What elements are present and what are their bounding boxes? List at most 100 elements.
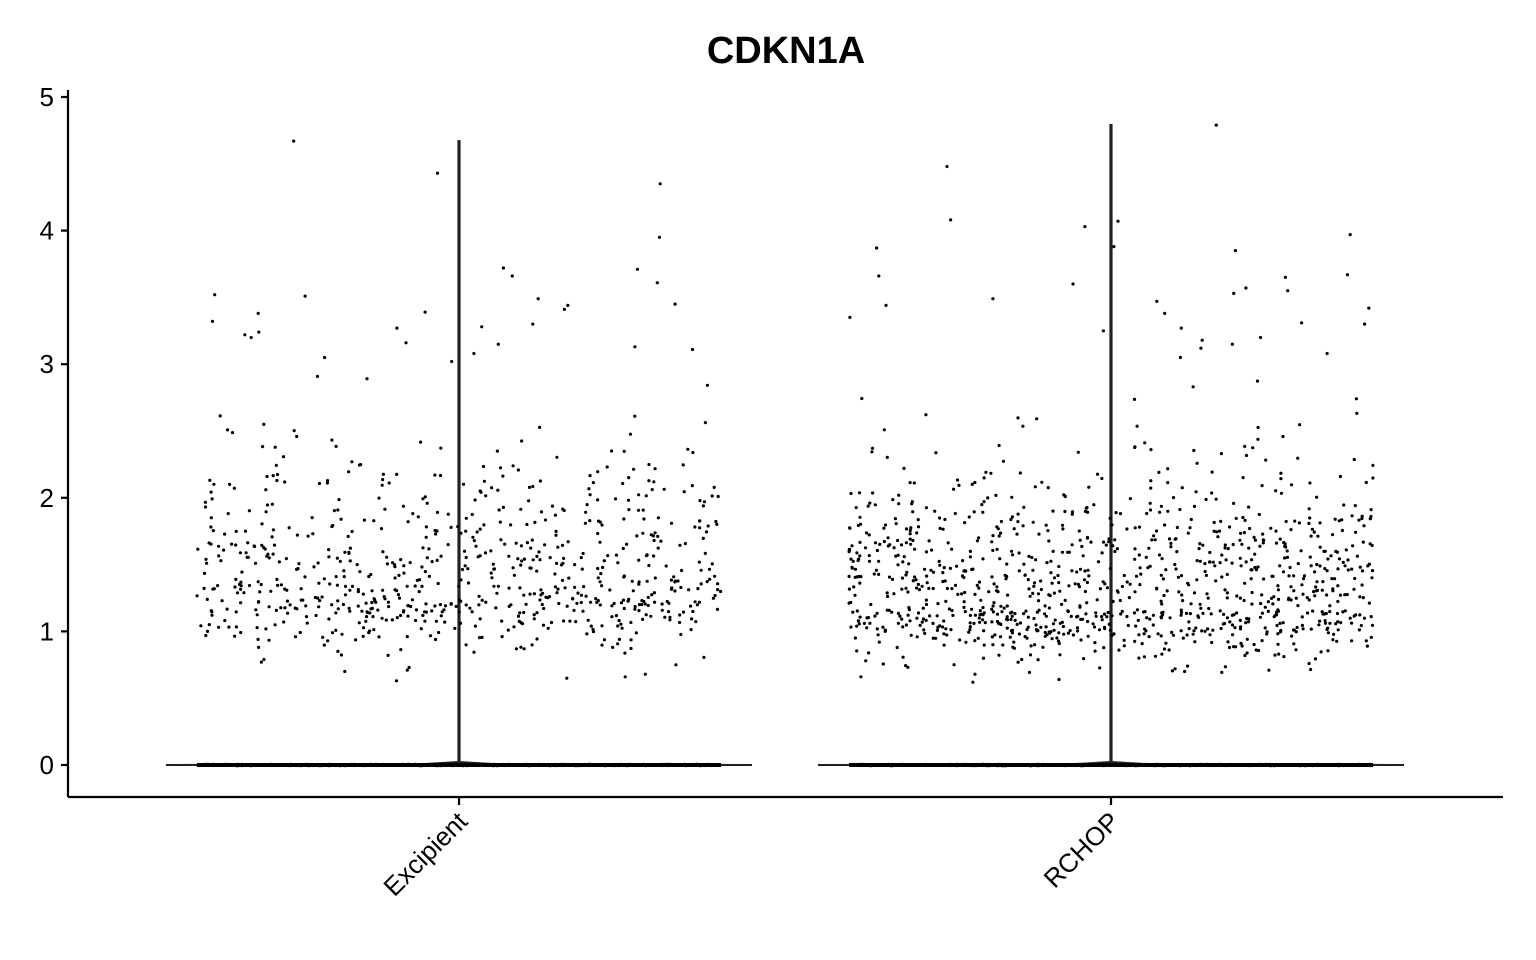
data-point	[1332, 632, 1336, 636]
data-point	[1186, 581, 1190, 585]
data-point	[628, 432, 633, 436]
data-point	[222, 548, 226, 552]
data-point	[548, 556, 552, 560]
data-point	[350, 460, 354, 464]
data-point	[643, 672, 647, 676]
data-point	[480, 325, 484, 329]
data-point	[1302, 577, 1306, 581]
data-point	[348, 559, 352, 563]
data-point	[443, 620, 447, 624]
data-point	[315, 374, 320, 378]
data-point	[1223, 546, 1227, 550]
data-point	[1063, 509, 1067, 514]
data-point	[506, 628, 510, 632]
data-point	[986, 496, 990, 500]
data-point	[401, 610, 406, 614]
data-point	[1075, 629, 1080, 633]
data-point	[860, 396, 864, 401]
data-point	[1358, 595, 1362, 599]
data-point	[409, 604, 413, 609]
data-point	[1108, 567, 1112, 571]
data-point	[863, 546, 868, 550]
data-point	[693, 600, 697, 604]
data-point	[1179, 326, 1183, 330]
data-point	[234, 529, 238, 534]
data-point	[852, 585, 856, 589]
data-point	[470, 512, 474, 517]
data-point	[1360, 583, 1364, 587]
data-point	[399, 558, 403, 562]
data-point	[1173, 562, 1177, 567]
data-point	[438, 473, 443, 478]
data-point	[405, 668, 409, 672]
data-point	[651, 534, 656, 538]
data-point	[904, 541, 909, 545]
data-point	[507, 586, 511, 590]
data-point	[247, 583, 252, 588]
data-point	[1211, 560, 1215, 564]
data-point	[1253, 552, 1257, 556]
data-point	[865, 626, 869, 630]
data-point	[1078, 538, 1082, 542]
data-point	[330, 438, 334, 442]
data-point	[911, 510, 915, 514]
data-point	[317, 581, 321, 585]
data-point	[1286, 597, 1291, 602]
data-point	[397, 573, 401, 578]
data-point	[647, 479, 651, 483]
data-point	[847, 601, 851, 605]
data-point	[642, 517, 646, 521]
data-point	[1367, 601, 1371, 605]
data-point	[243, 529, 248, 533]
data-point	[921, 606, 925, 610]
data-point	[281, 455, 286, 459]
data-point	[1002, 606, 1006, 610]
data-point	[941, 571, 945, 575]
data-point	[424, 535, 428, 539]
data-point	[1337, 557, 1341, 561]
data-point	[1157, 470, 1161, 474]
data-point	[1013, 618, 1017, 623]
data-point	[326, 639, 330, 643]
data-point	[381, 588, 385, 592]
data-point	[234, 610, 238, 614]
data-point	[420, 565, 424, 569]
data-point	[430, 560, 434, 564]
data-point	[1256, 437, 1260, 441]
data-point	[439, 554, 443, 558]
data-point	[254, 608, 258, 612]
data-point	[498, 520, 502, 524]
data-point	[1185, 633, 1189, 637]
violin-group-rchop	[817, 123, 1405, 768]
data-point	[973, 672, 977, 676]
data-point	[859, 575, 863, 579]
data-point	[514, 647, 519, 651]
data-point	[1252, 535, 1256, 540]
data-point	[1335, 611, 1340, 616]
data-point	[1092, 503, 1096, 507]
data-point	[1071, 633, 1075, 637]
data-point	[1158, 510, 1162, 514]
data-point	[1273, 653, 1277, 657]
data-point	[1170, 669, 1174, 673]
data-point	[943, 517, 947, 522]
data-point	[385, 555, 389, 559]
data-point	[512, 625, 516, 629]
data-point	[1206, 596, 1210, 600]
data-point	[1283, 556, 1287, 560]
data-point	[867, 554, 871, 558]
data-point	[981, 606, 985, 610]
data-point	[633, 607, 637, 611]
data-point	[464, 603, 468, 607]
data-point	[1326, 649, 1330, 653]
data-point	[1046, 529, 1050, 533]
data-point	[1216, 535, 1220, 539]
data-point	[1352, 614, 1356, 618]
data-point	[900, 617, 904, 621]
data-point	[643, 602, 647, 606]
data-point	[1156, 632, 1160, 636]
data-point	[347, 470, 351, 474]
data-point	[928, 614, 932, 618]
data-point	[849, 491, 853, 496]
